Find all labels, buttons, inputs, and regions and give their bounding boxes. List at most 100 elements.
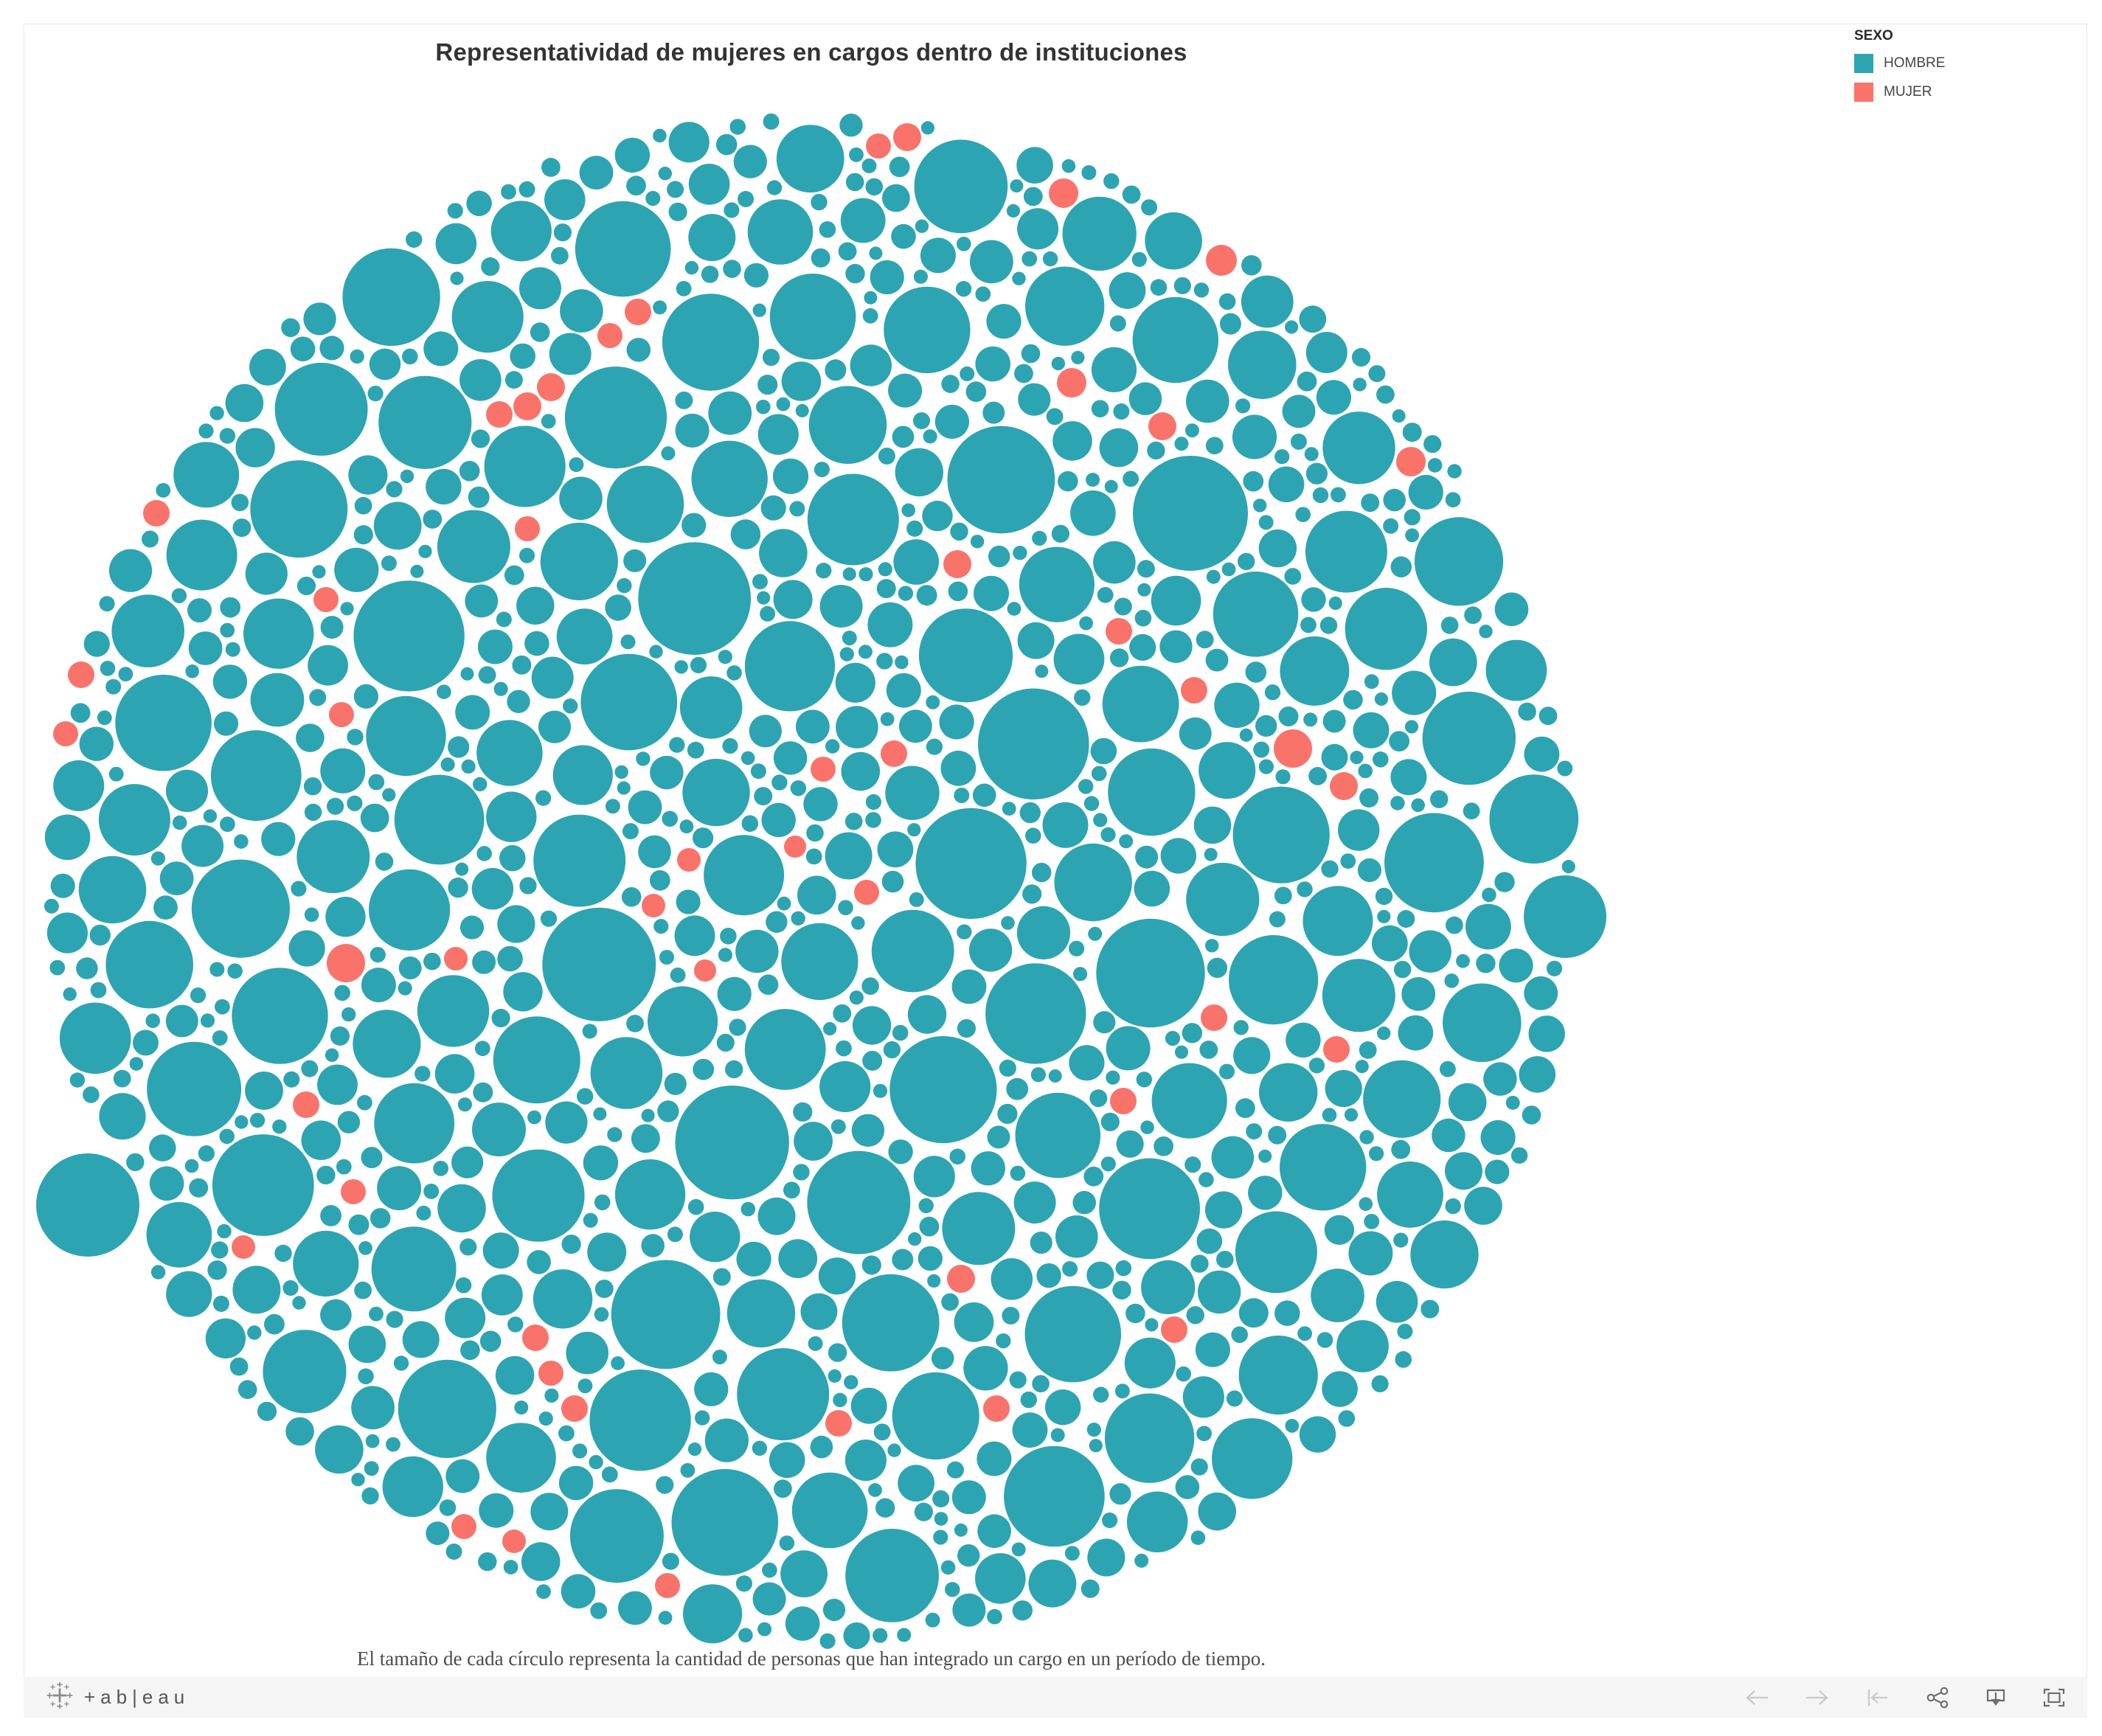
bubble-hombre[interactable] bbox=[364, 1461, 379, 1476]
bubble-hombre[interactable] bbox=[737, 1348, 830, 1441]
bubble-hombre[interactable] bbox=[1377, 909, 1391, 923]
bubble-hombre[interactable] bbox=[1245, 662, 1267, 683]
bubble-hombre[interactable] bbox=[231, 493, 249, 512]
bubble-hombre[interactable] bbox=[303, 777, 322, 796]
bubble-hombre[interactable] bbox=[611, 1260, 721, 1369]
bubble-hombre[interactable] bbox=[658, 167, 672, 181]
bubble-hombre[interactable] bbox=[1448, 1083, 1487, 1122]
bubble-hombre[interactable] bbox=[347, 729, 364, 746]
bubble-hombre[interactable] bbox=[1405, 528, 1419, 543]
bubble-hombre[interactable] bbox=[1206, 569, 1221, 584]
bubble-hombre[interactable] bbox=[325, 897, 366, 937]
bubble-hombre[interactable] bbox=[473, 1082, 493, 1103]
bubble-hombre[interactable] bbox=[1383, 488, 1406, 512]
bubble-hombre[interactable] bbox=[1410, 1220, 1479, 1289]
bubble-mujer[interactable] bbox=[625, 299, 651, 325]
bubble-hombre[interactable] bbox=[1443, 983, 1522, 1063]
bubble-hombre[interactable] bbox=[1083, 1166, 1104, 1187]
bubble-hombre[interactable] bbox=[653, 919, 669, 934]
share-button[interactable] bbox=[1925, 1687, 1950, 1709]
bubble-hombre[interactable] bbox=[1088, 926, 1103, 941]
bubble-hombre[interactable] bbox=[257, 1401, 277, 1421]
bubble-hombre[interactable] bbox=[1204, 847, 1218, 861]
bubble-hombre[interactable] bbox=[738, 190, 755, 207]
bubble-hombre[interactable] bbox=[484, 426, 566, 507]
bubble-hombre[interactable] bbox=[398, 1359, 496, 1458]
bubble-hombre[interactable] bbox=[512, 655, 532, 675]
bubble-mujer[interactable] bbox=[677, 848, 701, 872]
bubble-hombre[interactable] bbox=[1090, 737, 1117, 765]
bubble-hombre[interactable] bbox=[437, 1184, 486, 1233]
bubble-hombre[interactable] bbox=[1409, 930, 1451, 973]
bubble-hombre[interactable] bbox=[1196, 1426, 1212, 1442]
bubble-mujer[interactable] bbox=[68, 662, 94, 688]
bubble-hombre[interactable] bbox=[535, 790, 552, 806]
bubble-mujer[interactable] bbox=[655, 1573, 680, 1598]
bubble-hombre[interactable] bbox=[631, 1124, 660, 1153]
bubble-hombre[interactable] bbox=[845, 173, 864, 192]
bubble-hombre[interactable] bbox=[398, 956, 422, 979]
bubble-hombre[interactable] bbox=[1321, 860, 1339, 878]
bubble-hombre[interactable] bbox=[1235, 1211, 1317, 1294]
bubble-hombre[interactable] bbox=[455, 1277, 472, 1294]
bubble-hombre[interactable] bbox=[353, 1010, 421, 1078]
bubble-hombre[interactable] bbox=[638, 835, 671, 869]
bubble-hombre[interactable] bbox=[970, 240, 1013, 284]
bubble-hombre[interactable] bbox=[800, 1293, 838, 1330]
bubble-hombre[interactable] bbox=[473, 777, 488, 792]
bubble-hombre[interactable] bbox=[1147, 441, 1165, 460]
bubble-hombre[interactable] bbox=[1196, 1228, 1223, 1254]
bubble-hombre[interactable] bbox=[476, 846, 492, 861]
bubble-hombre[interactable] bbox=[325, 1048, 339, 1062]
bubble-hombre[interactable] bbox=[1212, 1418, 1293, 1499]
bubble-hombre[interactable] bbox=[662, 1552, 679, 1570]
bubble-hombre[interactable] bbox=[542, 907, 656, 1021]
bubble-hombre[interactable] bbox=[876, 579, 896, 599]
bubble-hombre[interactable] bbox=[1539, 706, 1558, 726]
bubble-hombre[interactable] bbox=[153, 895, 178, 920]
bubble-hombre[interactable] bbox=[617, 577, 632, 594]
bubble-hombre[interactable] bbox=[752, 1440, 768, 1456]
bubble-hombre[interactable] bbox=[1099, 1158, 1200, 1260]
bubble-hombre[interactable] bbox=[1253, 499, 1267, 513]
bubble-hombre[interactable] bbox=[416, 1205, 431, 1221]
bubble-hombre[interactable] bbox=[1012, 1600, 1033, 1621]
bubble-hombre[interactable] bbox=[735, 1575, 753, 1592]
bubble-mujer[interactable] bbox=[854, 880, 879, 905]
bubble-hombre[interactable] bbox=[580, 653, 678, 751]
bubble-hombre[interactable] bbox=[1022, 884, 1042, 904]
bubble-hombre[interactable] bbox=[1285, 1419, 1300, 1433]
bubble-hombre[interactable] bbox=[776, 397, 791, 412]
bubble-hombre[interactable] bbox=[892, 1249, 914, 1271]
bubble-hombre[interactable] bbox=[1480, 1119, 1516, 1156]
bubble-mujer[interactable] bbox=[947, 1265, 975, 1293]
bubble-hombre[interactable] bbox=[972, 783, 996, 808]
bubble-hombre[interactable] bbox=[656, 1476, 674, 1494]
bubble-hombre[interactable] bbox=[367, 386, 384, 402]
bubble-hombre[interactable] bbox=[290, 336, 316, 362]
bubble-hombre[interactable] bbox=[933, 1530, 948, 1545]
bubble-hombre[interactable] bbox=[1390, 556, 1412, 577]
bubble-hombre[interactable] bbox=[569, 457, 584, 472]
bubble-hombre[interactable] bbox=[212, 1295, 229, 1312]
bubble-hombre[interactable] bbox=[350, 349, 364, 364]
bubble-hombre[interactable] bbox=[113, 1069, 131, 1088]
bubble-hombre[interactable] bbox=[282, 1280, 299, 1296]
bubble-hombre[interactable] bbox=[670, 967, 686, 983]
bubble-hombre[interactable] bbox=[1096, 918, 1205, 1028]
bubble-hombre[interactable] bbox=[861, 977, 879, 995]
bubble-hombre[interactable] bbox=[433, 1161, 448, 1176]
bubble-hombre[interactable] bbox=[1011, 1542, 1026, 1557]
bubble-hombre[interactable] bbox=[1074, 689, 1091, 706]
bubble-hombre[interactable] bbox=[347, 795, 363, 811]
bubble-hombre[interactable] bbox=[105, 920, 193, 1009]
bubble-hombre[interactable] bbox=[762, 349, 780, 367]
bubble-mujer[interactable] bbox=[1057, 368, 1086, 397]
bubble-hombre[interactable] bbox=[1025, 827, 1041, 844]
bubble-hombre[interactable] bbox=[451, 1146, 484, 1178]
bubble-hombre[interactable] bbox=[46, 912, 88, 954]
bubble-hombre[interactable] bbox=[382, 788, 396, 802]
bubble-hombre[interactable] bbox=[1253, 741, 1270, 758]
bubble-hombre[interactable] bbox=[954, 1302, 994, 1342]
bubble-hombre[interactable] bbox=[149, 1134, 176, 1162]
